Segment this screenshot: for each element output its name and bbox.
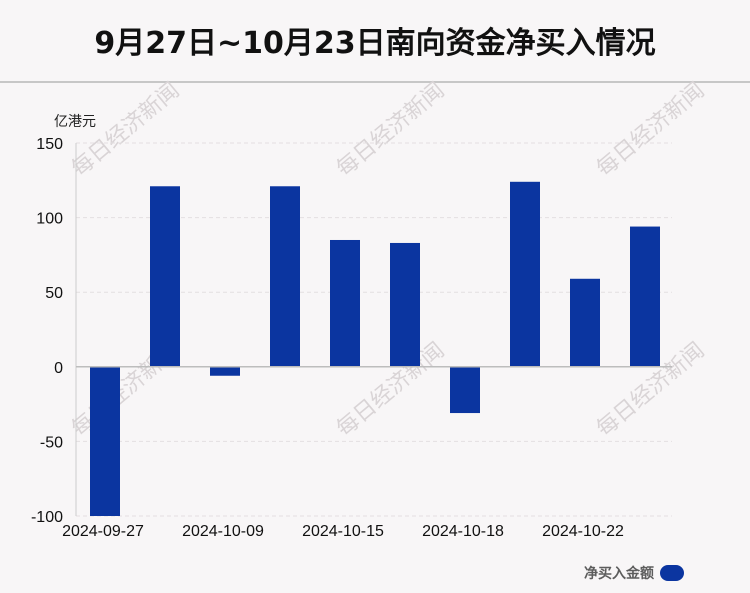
y-tick-label: 100 xyxy=(36,211,63,228)
x-tick-label: 2024-10-09 xyxy=(182,523,264,540)
bar xyxy=(210,366,240,376)
bar xyxy=(390,242,420,367)
bar xyxy=(510,181,540,367)
bar xyxy=(570,278,600,367)
bar xyxy=(450,366,480,414)
legend: 净买入金额 xyxy=(584,563,684,583)
legend-label: 净买入金额 xyxy=(584,566,654,582)
bar xyxy=(630,226,660,367)
watermark-text: 每日经济新闻 xyxy=(592,78,709,182)
y-tick-label: -100 xyxy=(31,509,63,526)
title-divider xyxy=(0,81,750,83)
bar xyxy=(270,186,300,367)
x-tick-label: 2024-09-27 xyxy=(62,523,144,540)
legend-swatch xyxy=(660,565,684,581)
bar xyxy=(150,186,180,367)
chart-title: 9月27日~10月23日南向资金净买入情况 xyxy=(94,26,656,61)
x-tick-label: 2024-10-15 xyxy=(302,523,384,540)
watermark-text: 每日经济新闻 xyxy=(67,78,184,182)
y-tick-label: 50 xyxy=(45,285,63,302)
watermark-text: 每日经济新闻 xyxy=(332,78,449,182)
y-tick-label: 0 xyxy=(54,360,63,377)
bar xyxy=(90,366,120,516)
bar xyxy=(330,239,360,367)
y-axis-unit-label: 亿港元 xyxy=(54,114,96,130)
y-tick-label: -50 xyxy=(40,434,63,451)
x-tick-label: 2024-10-18 xyxy=(422,523,504,540)
y-tick-label: 150 xyxy=(36,136,63,153)
x-tick-label: 2024-10-22 xyxy=(542,523,624,540)
